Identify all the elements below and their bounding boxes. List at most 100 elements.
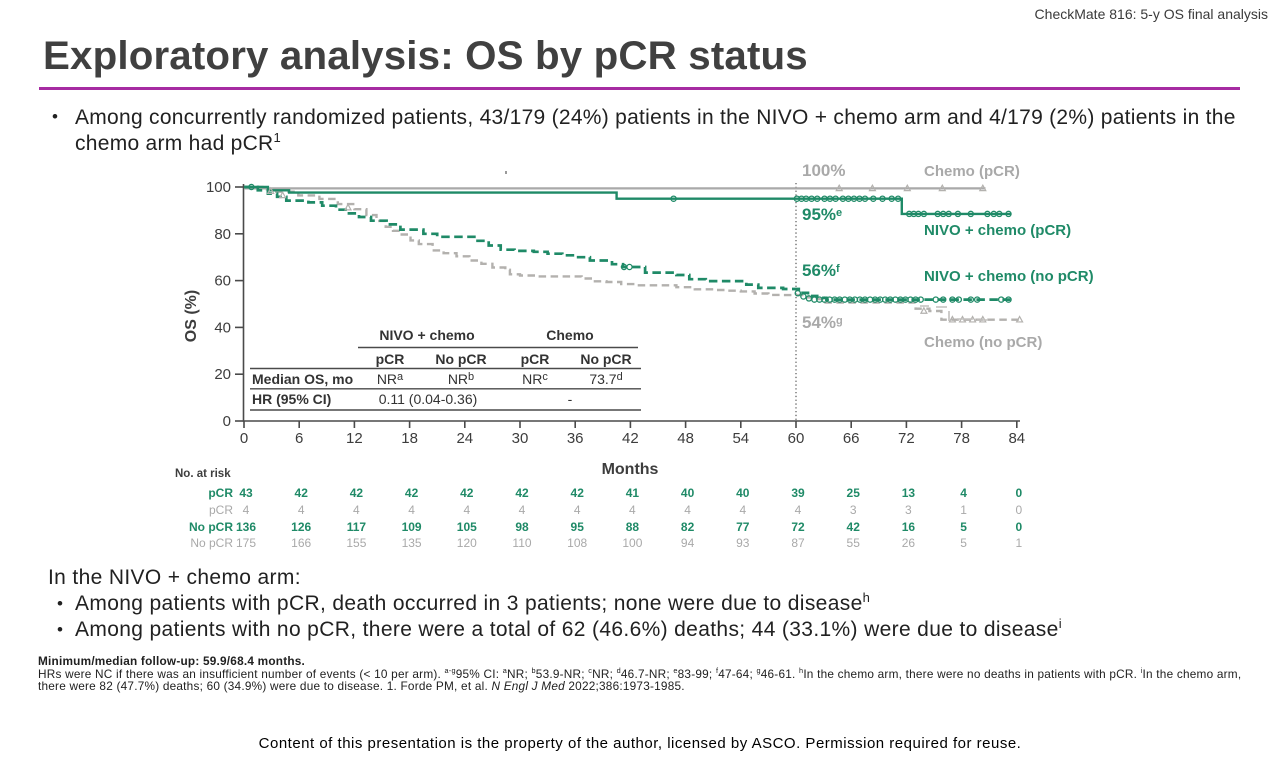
svg-text:0: 0 [1015, 520, 1022, 534]
svg-text:4: 4 [463, 503, 470, 517]
svg-text:40: 40 [681, 486, 695, 500]
svg-text:72: 72 [898, 430, 915, 447]
svg-text:136: 136 [236, 520, 256, 534]
svg-text:5: 5 [960, 520, 967, 534]
svg-text:NRa: NRa [377, 371, 404, 387]
svg-text:NIVO + chemo (no pCR): NIVO + chemo (no pCR) [924, 268, 1094, 285]
svg-text:94: 94 [681, 536, 695, 550]
svg-text:OS (%): OS (%) [183, 290, 200, 342]
svg-text:pCR: pCR [376, 351, 405, 367]
svg-text:pCR: pCR [209, 503, 233, 517]
svg-text:42: 42 [515, 486, 529, 500]
svg-text:13: 13 [902, 486, 916, 500]
svg-text:NRc: NRc [522, 371, 548, 387]
svg-text:55: 55 [847, 536, 861, 550]
svg-text:109: 109 [402, 520, 422, 534]
svg-text:pCR: pCR [521, 351, 550, 367]
svg-text:117: 117 [347, 520, 367, 534]
svg-text:4: 4 [353, 503, 360, 517]
svg-text:5: 5 [960, 536, 967, 550]
svg-text:Median OS, mo: Median OS, mo [252, 371, 353, 387]
svg-text:4: 4 [574, 503, 581, 517]
svg-text:100: 100 [206, 179, 231, 196]
svg-text:42: 42 [405, 486, 419, 500]
svg-text:84: 84 [1008, 430, 1025, 447]
svg-text:126: 126 [291, 520, 311, 534]
svg-text:80: 80 [214, 226, 231, 243]
svg-text:166: 166 [291, 536, 311, 550]
svg-text:NIVO + chemo (pCR): NIVO + chemo (pCR) [924, 222, 1071, 239]
svg-text:72: 72 [791, 520, 805, 534]
svg-text:4: 4 [243, 503, 250, 517]
svg-text:HR (95% CI): HR (95% CI) [252, 391, 331, 407]
svg-text:42: 42 [350, 486, 364, 500]
svg-text:42: 42 [847, 520, 861, 534]
svg-text:42: 42 [295, 486, 309, 500]
svg-text:175: 175 [236, 536, 256, 550]
svg-text:60: 60 [214, 273, 231, 290]
svg-text:77: 77 [736, 520, 750, 534]
svg-text:135: 135 [402, 536, 422, 550]
svg-text:4: 4 [298, 503, 305, 517]
svg-text:56%f: 56%f [802, 261, 840, 280]
svg-text:12: 12 [346, 430, 363, 447]
svg-text:No pCR: No pCR [189, 520, 233, 534]
svg-text:93: 93 [736, 536, 750, 550]
svg-text:Chemo: Chemo [546, 327, 593, 343]
svg-text:30: 30 [512, 430, 529, 447]
svg-text:4: 4 [408, 503, 415, 517]
svg-text:4: 4 [795, 503, 802, 517]
svg-text:36: 36 [567, 430, 584, 447]
svg-text:42: 42 [622, 430, 639, 447]
svg-text:4: 4 [629, 503, 636, 517]
svg-text:1: 1 [1015, 536, 1022, 550]
svg-text:-: - [568, 391, 573, 407]
svg-text:Months: Months [602, 461, 659, 478]
svg-text:No pCR: No pCR [435, 351, 486, 367]
svg-text:24: 24 [456, 430, 473, 447]
svg-text:110: 110 [512, 536, 531, 550]
svg-text:95: 95 [571, 520, 585, 534]
svg-text:NIVO + chemo: NIVO + chemo [379, 327, 474, 343]
svg-text:87: 87 [791, 536, 805, 550]
svg-text:100%: 100% [802, 161, 845, 180]
svg-text:6: 6 [295, 430, 303, 447]
svg-text:3: 3 [905, 503, 912, 517]
svg-text:4: 4 [519, 503, 526, 517]
svg-text:98: 98 [515, 520, 529, 534]
svg-text:26: 26 [902, 536, 916, 550]
svg-text:3: 3 [850, 503, 857, 517]
svg-text:120: 120 [457, 536, 477, 550]
svg-text:0: 0 [1015, 503, 1022, 517]
svg-text:0: 0 [223, 413, 231, 430]
svg-text:48: 48 [677, 430, 694, 447]
svg-text:0: 0 [240, 430, 248, 447]
svg-text:39: 39 [791, 486, 805, 500]
svg-text:54: 54 [732, 430, 749, 447]
svg-text:4: 4 [960, 486, 967, 500]
svg-text:66: 66 [843, 430, 860, 447]
svg-text:43: 43 [239, 486, 253, 500]
svg-text:No pCR: No pCR [580, 351, 631, 367]
svg-text:108: 108 [567, 536, 587, 550]
svg-text:16: 16 [902, 520, 916, 534]
svg-text:18: 18 [401, 430, 418, 447]
svg-text:42: 42 [571, 486, 585, 500]
svg-text:54%g: 54%g [802, 313, 843, 332]
svg-text:105: 105 [457, 520, 477, 534]
svg-text:95%e: 95%e [802, 205, 842, 224]
svg-text:20: 20 [214, 366, 231, 383]
svg-text:82: 82 [681, 520, 695, 534]
svg-text:No pCR: No pCR [190, 536, 233, 550]
svg-text:73.7d: 73.7d [589, 371, 622, 387]
svg-text:Chemo (pCR): Chemo (pCR) [924, 163, 1020, 180]
svg-text:4: 4 [684, 503, 691, 517]
svg-text:0.11 (0.04-0.36): 0.11 (0.04-0.36) [379, 391, 478, 407]
svg-text:155: 155 [346, 536, 366, 550]
svg-text:No. at risk: No. at risk [175, 468, 231, 480]
svg-text:40: 40 [214, 319, 231, 336]
svg-text:40: 40 [736, 486, 750, 500]
svg-text:100: 100 [622, 536, 642, 550]
svg-text:60: 60 [788, 430, 805, 447]
svg-text:NRb: NRb [448, 371, 474, 387]
